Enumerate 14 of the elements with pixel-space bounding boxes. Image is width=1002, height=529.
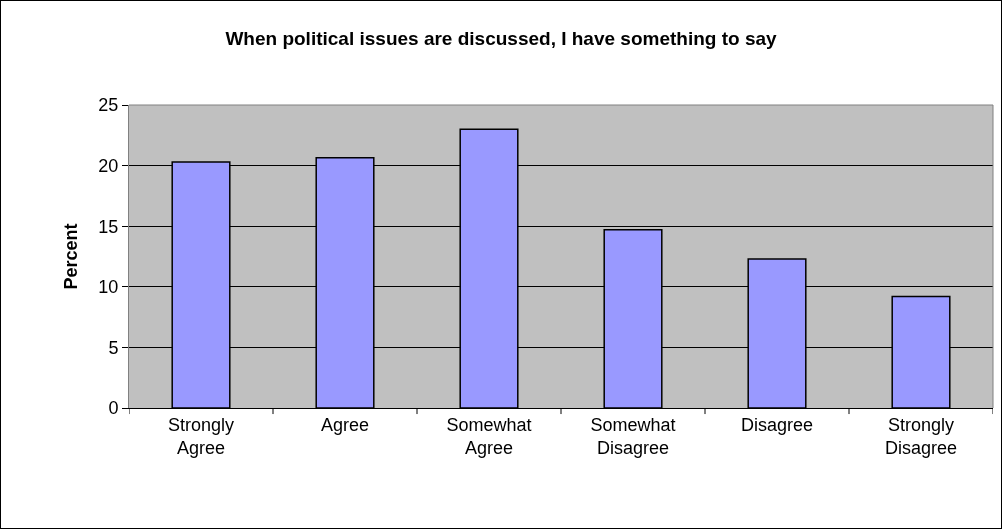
y-tick-label: 10 [98, 277, 119, 298]
y-tick-label: 25 [98, 95, 119, 116]
chart-title: When political issues are discussed, I have something to say [225, 27, 778, 49]
x-tick-label: Somewhat Disagree [590, 414, 676, 458]
y-tick-label: 5 [108, 337, 119, 358]
y-tick-label: 0 [108, 398, 119, 419]
y-tick-label: 15 [98, 216, 119, 237]
x-tick-label: Disagree [740, 414, 814, 435]
y-tick-label: 20 [98, 155, 119, 176]
x-tick-label: Strongly Disagree [884, 414, 958, 458]
x-tick-label: Agree [320, 414, 370, 435]
y-axis-title: Percent [60, 223, 81, 290]
x-tick-label: Strongly Agree [167, 414, 235, 458]
x-tick-label: Somewhat Agree [446, 414, 532, 458]
